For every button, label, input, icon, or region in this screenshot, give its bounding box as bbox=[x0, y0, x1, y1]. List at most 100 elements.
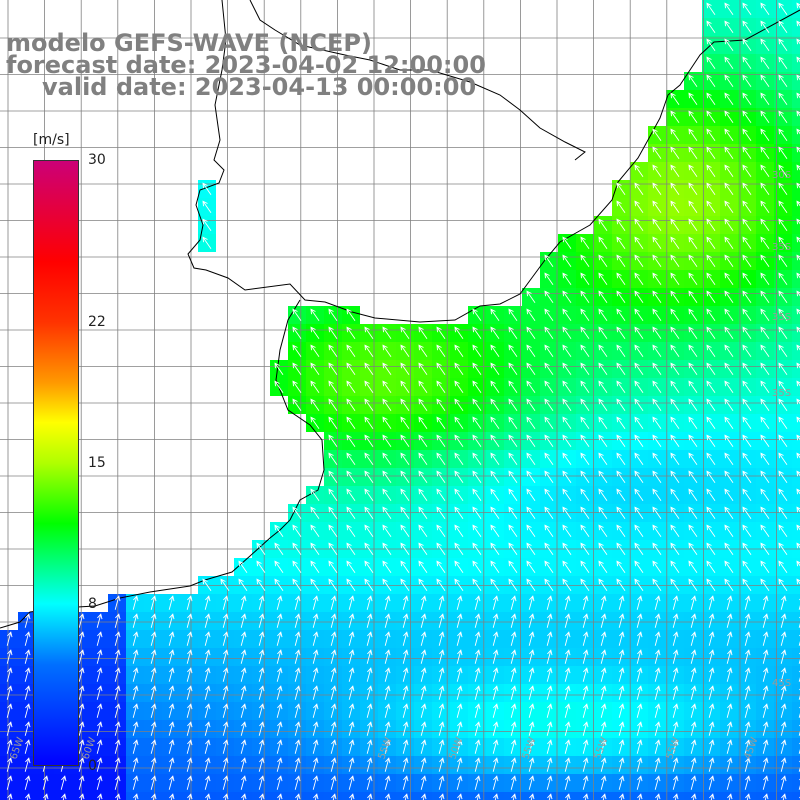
wind-arrow bbox=[634, 164, 644, 177]
wind-arrow bbox=[510, 631, 517, 646]
wind-cell bbox=[792, 594, 800, 612]
wind-arrow bbox=[778, 146, 788, 159]
wind-arrow bbox=[742, 434, 752, 447]
wind-arrow bbox=[616, 434, 626, 447]
wind-arrow bbox=[454, 506, 464, 519]
wind-arrow bbox=[616, 326, 626, 339]
wind-arrow bbox=[778, 218, 788, 231]
wind-arrow bbox=[582, 775, 589, 790]
wind-arrow bbox=[222, 649, 229, 664]
wind-arrow bbox=[508, 308, 518, 321]
wind-arrow bbox=[490, 344, 500, 357]
colorbar-tick-label: 22 bbox=[88, 313, 106, 330]
wind-arrow bbox=[258, 649, 265, 664]
wind-arrow bbox=[400, 344, 410, 357]
wind-arrow bbox=[616, 506, 626, 519]
wind-arrow bbox=[636, 739, 643, 754]
wind-arrow bbox=[346, 434, 356, 447]
wind-arrow bbox=[366, 613, 373, 628]
wind-arrow bbox=[742, 506, 752, 519]
wind-arrow bbox=[382, 344, 392, 357]
wind-arrow bbox=[688, 254, 698, 267]
wind-arrow bbox=[634, 488, 644, 501]
wind-arrow bbox=[688, 326, 698, 339]
wind-arrow bbox=[526, 326, 536, 339]
wind-arrow bbox=[402, 757, 409, 772]
wind-arrow bbox=[600, 613, 607, 628]
wind-arrow bbox=[420, 595, 427, 610]
coastline bbox=[0, 0, 800, 629]
wind-arrow bbox=[670, 398, 680, 411]
wind-arrow bbox=[528, 631, 535, 646]
wind-arrow bbox=[222, 757, 229, 772]
wind-arrow bbox=[348, 775, 355, 790]
wind-arrow bbox=[510, 649, 517, 664]
wind-arrow bbox=[61, 793, 67, 800]
wind-arrow bbox=[744, 775, 751, 790]
wind-arrow bbox=[294, 649, 301, 664]
wind-arrow bbox=[582, 721, 589, 736]
wind-arrow bbox=[580, 578, 590, 591]
wind-arrow bbox=[328, 560, 338, 573]
wind-arrow bbox=[582, 613, 589, 628]
wind-arrow bbox=[727, 793, 733, 800]
wind-arrow bbox=[400, 452, 410, 465]
wind-arrow bbox=[259, 793, 265, 800]
wind-arrow bbox=[598, 290, 608, 303]
wind-arrow bbox=[6, 757, 13, 772]
wind-arrow bbox=[510, 757, 517, 772]
wind-arrow bbox=[672, 649, 679, 664]
wind-arrow bbox=[384, 613, 391, 628]
wind-arrow bbox=[24, 667, 31, 682]
wind-arrow bbox=[709, 793, 715, 800]
wind-arrow bbox=[456, 685, 463, 700]
wind-arrow bbox=[526, 506, 536, 519]
wind-arrow bbox=[760, 380, 770, 393]
wind-arrow bbox=[438, 739, 445, 754]
wind-arrow bbox=[742, 254, 752, 267]
wind-arrow bbox=[472, 308, 482, 321]
wind-arrow bbox=[796, 362, 800, 369]
wind-arrow bbox=[276, 757, 283, 772]
wind-arrow bbox=[778, 434, 788, 447]
wind-arrow bbox=[328, 524, 338, 537]
wind-arrow bbox=[402, 631, 409, 646]
wind-arrow bbox=[490, 434, 500, 447]
wind-arrow bbox=[706, 434, 716, 447]
wind-arrow bbox=[726, 685, 733, 700]
wind-arrow bbox=[760, 488, 770, 501]
wind-arrow bbox=[724, 308, 734, 321]
wind-arrow bbox=[492, 685, 499, 700]
wind-arrow bbox=[168, 649, 175, 664]
wind-arrow bbox=[562, 362, 572, 375]
wind-arrow bbox=[796, 200, 800, 207]
wind-arrow bbox=[546, 649, 553, 664]
wind-arrow bbox=[222, 595, 229, 610]
wind-arrow bbox=[403, 793, 409, 800]
wind-arrow bbox=[673, 793, 679, 800]
wind-arrow bbox=[778, 452, 788, 465]
wind-arrow bbox=[760, 110, 770, 123]
wind-arrow bbox=[292, 524, 302, 537]
wind-arrow bbox=[420, 721, 427, 736]
lat-label: 35S bbox=[772, 242, 791, 253]
wind-cell bbox=[792, 36, 800, 54]
wind-arrow bbox=[511, 793, 517, 800]
wind-arrow bbox=[220, 578, 230, 591]
wind-arrow bbox=[418, 524, 428, 537]
wind-arrow bbox=[619, 793, 625, 800]
wind-arrow bbox=[418, 344, 428, 357]
wind-arrow bbox=[618, 631, 625, 646]
wind-arrow bbox=[546, 721, 553, 736]
wind-arrow bbox=[616, 398, 626, 411]
wind-arrow bbox=[544, 272, 554, 285]
wind-arrow bbox=[598, 416, 608, 429]
wind-arrow bbox=[706, 38, 716, 51]
wind-arrow bbox=[760, 20, 770, 33]
wind-arrow bbox=[492, 721, 499, 736]
wind-arrow bbox=[670, 308, 680, 321]
wind-arrow bbox=[222, 775, 229, 790]
wind-arrow bbox=[652, 470, 662, 483]
wind-arrow bbox=[508, 578, 518, 591]
wind-arrow bbox=[328, 380, 338, 393]
